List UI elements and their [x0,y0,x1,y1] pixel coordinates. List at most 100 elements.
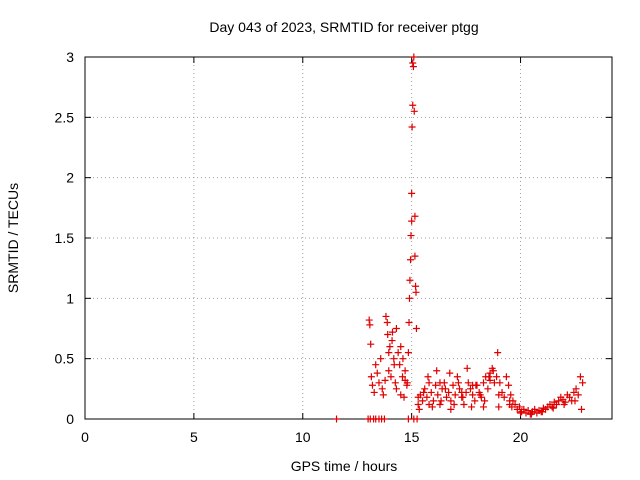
data-point [447,397,455,405]
data-point [508,403,516,411]
data-point [425,379,433,387]
data-point [404,349,412,357]
data-point [524,407,532,415]
y-tick-label: 3 [66,49,74,65]
data-point [480,379,488,387]
x-tick-label: 0 [81,429,89,445]
data-point [548,403,556,411]
y-tick-label: 0 [66,411,74,427]
data-point [385,367,393,375]
data-point [375,379,383,387]
data-point [423,393,431,401]
grid-lines [85,57,612,419]
data-point [411,252,419,260]
data-point [515,403,523,411]
data-point [367,373,375,381]
y-tick-label: 1 [66,290,74,306]
data-point [383,318,391,326]
data-point [409,101,417,109]
data-point [390,355,398,363]
x-tick-label: 5 [190,429,198,445]
data-point [450,401,458,409]
data-point [384,331,392,339]
data-point [447,405,455,413]
data-point [572,385,580,393]
data-point [373,369,381,377]
data-point [463,364,471,372]
data-point [495,403,503,411]
data-point [379,391,387,399]
data-point [460,401,468,409]
data-point [432,381,440,389]
data-point [392,325,400,332]
y-tick-label: 2.5 [55,109,75,125]
data-point [471,397,479,405]
data-point [489,367,497,375]
data-point [456,385,464,393]
data-point [424,373,432,381]
data-point [421,385,429,393]
data-point [408,217,416,225]
data-point [507,391,515,399]
data-point [494,349,502,357]
data-point [480,403,488,411]
data-point [429,397,437,405]
data-point [436,379,444,387]
data-point [579,379,587,387]
data-point [574,391,582,399]
data-point [400,393,408,401]
data-point [419,397,427,405]
data-point [368,381,376,389]
data-point [538,408,546,416]
y-tick-label: 0.5 [55,351,75,367]
axis-ticks: 0 5 10 15 20 0 0.5 1 1.5 2 2.5 3 [55,49,612,445]
data-point [493,373,501,381]
data-point [566,393,574,401]
data-point [571,397,579,405]
data-point [436,401,444,409]
data-point [405,318,413,326]
data-point [367,340,375,348]
data-point [459,393,467,401]
data-point [500,393,508,401]
data-point [469,391,477,399]
data-point [397,343,405,351]
data-point [409,59,417,67]
y-axis-label: SRMTID / TECUs [5,183,21,293]
data-point [442,393,450,401]
data-point [466,385,474,393]
data-point [476,391,484,399]
data-point [380,415,388,423]
data-point [469,381,477,389]
data-point [576,373,584,381]
data-point [520,405,528,413]
data-point [378,385,386,393]
data-point [372,361,380,369]
data-point [496,379,504,387]
data-point [441,385,449,393]
data-point [414,393,422,401]
data-point [414,401,422,409]
data-point [481,397,489,405]
data-point [527,410,535,418]
data-point [385,349,393,357]
data-point [449,381,457,389]
data-point [445,388,453,396]
data-point [394,349,402,357]
data-point [454,379,462,387]
data-point [399,355,407,363]
data-point [413,415,421,423]
data-point [410,53,418,61]
data-point [437,397,445,405]
data-point [420,388,428,396]
data-point [365,316,373,324]
data-point [578,405,586,413]
data-point [446,369,454,377]
data-point [388,337,396,345]
data-point [390,361,398,369]
data-point [517,409,525,417]
data-point [458,388,466,396]
data-point [406,276,414,284]
data-points [333,53,587,423]
data-point [387,373,395,381]
